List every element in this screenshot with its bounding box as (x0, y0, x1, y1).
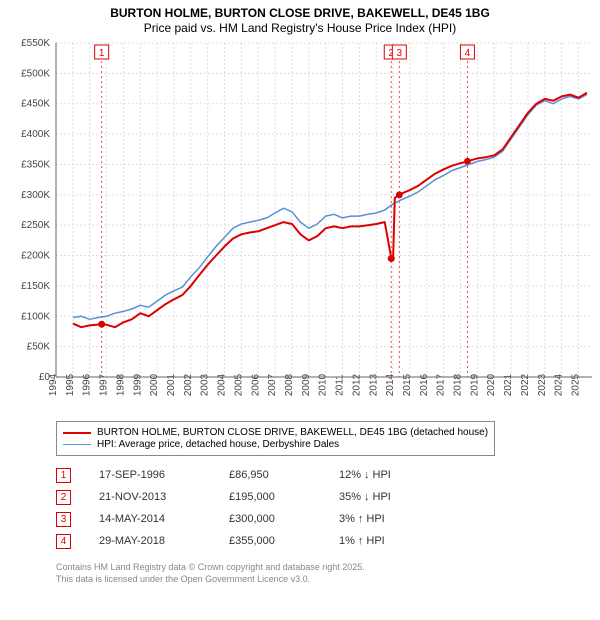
svg-text:£350K: £350K (21, 159, 50, 170)
tx-price: £195,000 (229, 491, 339, 503)
table-row: 4 29-MAY-2018£355,0001%↑HPI (56, 530, 600, 552)
svg-text:£400K: £400K (21, 129, 50, 140)
line-chart: £0£50K£100K£150K£200K£250K£300K£350K£400… (0, 37, 600, 415)
transaction-table: 1 17-SEP-1996£86,95012%↓HPI 2 21-NOV-2013£1… (56, 464, 600, 552)
footer-attribution: Contains HM Land Registry data © Crown c… (56, 562, 600, 585)
arrow-up-icon: ↑ (358, 535, 364, 547)
tx-change: 3%↑HPI (339, 513, 459, 525)
arrow-up-icon: ↑ (358, 513, 364, 525)
tx-date: 29-MAY-2018 (99, 535, 229, 547)
svg-text:£500K: £500K (21, 68, 50, 79)
tx-date: 14-MAY-2014 (99, 513, 229, 525)
tx-marker: 2 (56, 490, 71, 505)
svg-text:£300K: £300K (21, 190, 50, 201)
legend-row: HPI: Average price, detached house, Derb… (63, 439, 488, 450)
chart-area: £0£50K£100K£150K£200K£250K£300K£350K£400… (0, 37, 600, 415)
tx-date: 21-NOV-2013 (99, 491, 229, 503)
svg-text:1: 1 (99, 48, 105, 59)
arrow-down-icon: ↓ (364, 491, 370, 503)
tx-change: 35%↓HPI (339, 491, 459, 503)
tx-change: 1%↑HPI (339, 535, 459, 547)
legend-swatch (63, 444, 91, 446)
chart-title-block: BURTON HOLME, BURTON CLOSE DRIVE, BAKEWE… (0, 0, 600, 37)
chart-title-2: Price paid vs. HM Land Registry's House … (0, 21, 600, 35)
svg-text:£550K: £550K (21, 38, 50, 49)
tx-price: £355,000 (229, 535, 339, 547)
svg-text:£100K: £100K (21, 311, 50, 322)
table-row: 2 21-NOV-2013£195,00035%↓HPI (56, 486, 600, 508)
svg-text:£450K: £450K (21, 99, 50, 110)
svg-text:£200K: £200K (21, 251, 50, 262)
svg-text:£250K: £250K (21, 220, 50, 231)
footer-line-1: Contains HM Land Registry data © Crown c… (56, 562, 600, 574)
table-row: 3 14-MAY-2014£300,0003%↑HPI (56, 508, 600, 530)
tx-date: 17-SEP-1996 (99, 469, 229, 481)
legend: BURTON HOLME, BURTON CLOSE DRIVE, BAKEWE… (56, 421, 495, 456)
legend-swatch (63, 432, 91, 434)
tx-price: £86,950 (229, 469, 339, 481)
table-row: 1 17-SEP-1996£86,95012%↓HPI (56, 464, 600, 486)
svg-text:£150K: £150K (21, 281, 50, 292)
svg-text:4: 4 (465, 48, 471, 59)
tx-marker: 1 (56, 468, 71, 483)
legend-label: BURTON HOLME, BURTON CLOSE DRIVE, BAKEWE… (97, 427, 488, 438)
legend-row: BURTON HOLME, BURTON CLOSE DRIVE, BAKEWE… (63, 427, 488, 438)
arrow-down-icon: ↓ (364, 469, 370, 481)
tx-price: £300,000 (229, 513, 339, 525)
svg-text:£50K: £50K (27, 342, 51, 353)
legend-label: HPI: Average price, detached house, Derb… (97, 439, 339, 450)
chart-title-1: BURTON HOLME, BURTON CLOSE DRIVE, BAKEWE… (0, 6, 600, 20)
tx-marker: 3 (56, 512, 71, 527)
svg-text:3: 3 (397, 48, 403, 59)
tx-change: 12%↓HPI (339, 469, 459, 481)
footer-line-2: This data is licensed under the Open Gov… (56, 574, 600, 586)
tx-marker: 4 (56, 534, 71, 549)
